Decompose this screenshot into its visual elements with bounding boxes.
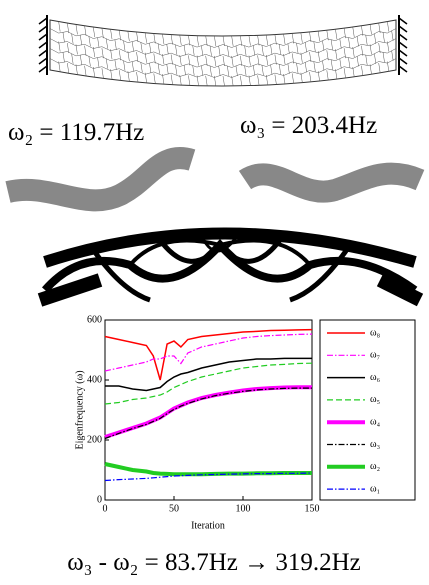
topology (40, 232, 420, 300)
mode-3-label: ω₃ = 203.4Hz (240, 112, 377, 139)
y-tick-label: 200 (87, 434, 102, 445)
x-tick-label: 50 (169, 503, 179, 514)
arch-mesh (50, 20, 396, 86)
result-label: ω₃ - ω₂ = 83.7Hz → 319.2Hz (67, 549, 361, 576)
legend-label: ω₈ (370, 327, 381, 338)
mode-shapes (8, 158, 420, 200)
x-tick-label: 150 (305, 503, 320, 514)
y-axis-label: Eigenfrequency (ω) (74, 370, 85, 449)
legend-box (320, 320, 415, 500)
legend-label: ω₅ (370, 394, 380, 405)
chart: Iteration Eigenfrequency (ω) 0 200 400 600 0… (74, 314, 415, 531)
y-tick-label: 600 (87, 314, 102, 325)
legend-label: ω₇ (370, 350, 380, 361)
x-tick-label: 100 (236, 503, 251, 514)
x-tick-label: 0 (103, 503, 108, 514)
figure: ω₂ = 119.7Hz ω₃ = 203.4Hz Iteration Eige… (0, 0, 429, 585)
y-tick-label: 0 (97, 494, 102, 505)
legend-label: ω₄ (370, 416, 381, 427)
mode-2-label: ω₂ = 119.7Hz (8, 119, 144, 146)
legend-label: ω₆ (370, 372, 381, 383)
legend-label: ω₂ (370, 461, 380, 472)
legend-label: ω₁ (370, 483, 380, 494)
x-axis-label: Iteration (191, 520, 225, 531)
y-tick-label: 400 (87, 374, 102, 385)
legend-label: ω₃ (370, 439, 380, 450)
